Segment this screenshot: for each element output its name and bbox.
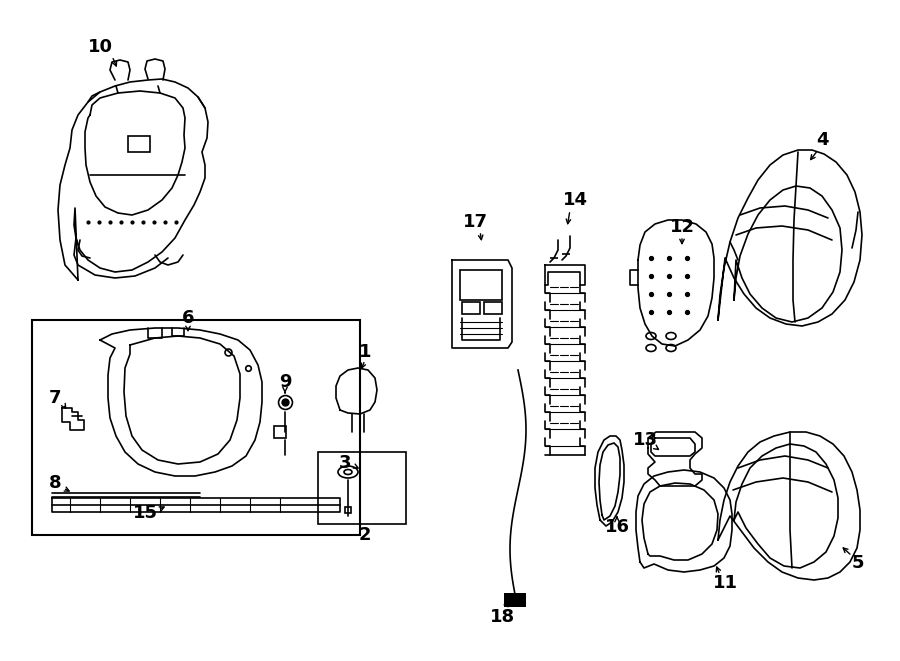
- Text: 1: 1: [359, 343, 371, 361]
- Ellipse shape: [344, 469, 352, 475]
- Text: 12: 12: [670, 218, 695, 236]
- Text: 10: 10: [87, 38, 112, 56]
- Bar: [318, 452, 406, 524]
- Text: 9: 9: [279, 373, 292, 391]
- Text: 2: 2: [359, 526, 371, 544]
- Text: 5: 5: [851, 554, 864, 572]
- Bar: [128, 136, 150, 152]
- Text: 14: 14: [562, 191, 588, 209]
- Bar: [460, 270, 502, 300]
- Text: 16: 16: [605, 518, 629, 536]
- Ellipse shape: [646, 344, 656, 352]
- Text: 18: 18: [491, 608, 516, 626]
- Ellipse shape: [666, 344, 676, 352]
- Text: 11: 11: [713, 574, 737, 592]
- Ellipse shape: [646, 332, 656, 340]
- Ellipse shape: [666, 332, 676, 340]
- Ellipse shape: [338, 466, 358, 478]
- Text: 13: 13: [633, 431, 658, 449]
- Text: 17: 17: [463, 213, 488, 231]
- Text: 6: 6: [182, 309, 194, 327]
- Bar: [484, 302, 502, 314]
- Text: 7: 7: [49, 389, 61, 407]
- Text: 4: 4: [815, 131, 828, 149]
- Bar: [462, 302, 480, 314]
- Text: 8: 8: [49, 474, 61, 492]
- Bar: [32, 320, 360, 535]
- Text: 3: 3: [338, 454, 351, 472]
- Text: 15: 15: [132, 504, 157, 522]
